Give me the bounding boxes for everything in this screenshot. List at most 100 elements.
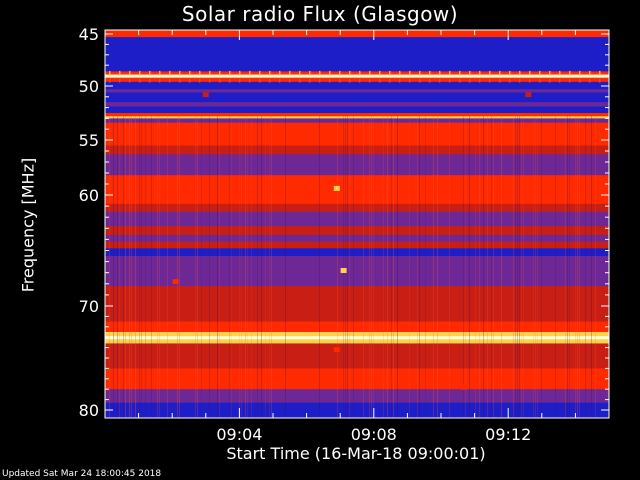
interference-streak: [437, 116, 438, 418]
periodic-spike: [119, 78, 121, 83]
y-axis-label: Frequency [MHz]: [18, 157, 38, 293]
spectral-band: [105, 256, 609, 274]
periodic-spike: [169, 78, 171, 83]
periodic-spike: [479, 70, 481, 76]
periodic-spike: [559, 70, 561, 76]
periodic-spike: [299, 78, 301, 83]
spectral-band: [105, 203, 609, 213]
periodic-spike: [269, 78, 271, 83]
interference-streak: [159, 116, 160, 418]
spectral-band: [105, 71, 609, 76]
spectral-band: [105, 116, 609, 119]
interference-streak: [349, 116, 350, 418]
periodic-spike: [559, 78, 561, 83]
interference-streak: [123, 116, 124, 418]
interference-streak: [577, 116, 578, 418]
spectral-band: [105, 343, 609, 369]
interference-streak: [371, 116, 372, 418]
periodic-spike: [229, 78, 231, 83]
periodic-spike: [549, 78, 551, 83]
spectral-band: [105, 389, 609, 404]
plot-area: [105, 30, 609, 418]
periodic-spike: [279, 78, 281, 83]
spectral-band: [105, 241, 609, 249]
interference-streak: [343, 116, 344, 418]
periodic-spike: [359, 70, 361, 76]
spectral-band: [105, 248, 609, 257]
spectral-band: [105, 92, 609, 103]
periodic-spike: [569, 78, 571, 83]
periodic-spike: [159, 78, 161, 83]
interference-streak: [157, 116, 158, 418]
interference-streak: [131, 116, 132, 418]
interference-streak: [585, 116, 586, 418]
interference-streak: [241, 116, 242, 418]
y-tick-label: 45: [79, 25, 99, 44]
periodic-spike: [499, 70, 501, 76]
interference-streak: [433, 116, 434, 418]
interference-streak: [319, 116, 320, 418]
periodic-spike: [439, 78, 441, 83]
periodic-spike: [249, 70, 251, 76]
interference-streak: [117, 116, 118, 418]
burst-point: [333, 185, 340, 191]
interference-streak: [271, 116, 272, 418]
x-tick-label: 09:04: [216, 425, 262, 444]
periodic-spike: [349, 70, 351, 76]
interference-streak: [179, 116, 180, 418]
periodic-spike: [179, 78, 181, 83]
interference-streak: [195, 116, 196, 418]
periodic-spike: [189, 70, 191, 76]
updated-timestamp: Updated Sat Mar 24 18:00:45 2018: [2, 469, 162, 479]
burst-point: [172, 279, 179, 285]
interference-streak: [269, 116, 270, 418]
interference-streak: [537, 116, 538, 418]
interference-streak: [251, 116, 252, 418]
x-axis-label: Start Time (16-Mar-18 09:00:01): [226, 444, 486, 463]
x-tick-label: 09:08: [351, 425, 397, 444]
interference-streak: [575, 116, 576, 418]
interference-streak: [469, 116, 470, 418]
interference-streak: [265, 116, 266, 418]
interference-streak: [167, 116, 168, 418]
interference-streak: [555, 116, 556, 418]
periodic-spike: [259, 70, 261, 76]
interference-streak: [201, 116, 202, 418]
periodic-spike: [339, 70, 341, 76]
interference-streak: [261, 116, 262, 418]
periodic-spike: [399, 78, 401, 83]
interference-streak: [579, 116, 580, 418]
periodic-spike: [259, 78, 261, 83]
interference-streak: [373, 116, 374, 418]
interference-streak: [151, 116, 152, 418]
periodic-spike: [299, 70, 301, 76]
interference-streak: [209, 116, 210, 418]
spectral-band: [105, 339, 609, 344]
periodic-spike: [319, 70, 321, 76]
spectral-band: [105, 272, 609, 287]
spectral-band: [105, 74, 609, 79]
periodic-spike: [599, 70, 601, 76]
periodic-spike: [539, 78, 541, 83]
interference-streak: [523, 116, 524, 418]
periodic-spike: [569, 70, 571, 76]
interference-streak: [257, 116, 258, 418]
x-tick-label: 09:12: [485, 425, 531, 444]
periodic-spike: [419, 70, 421, 76]
spectral-band: [105, 154, 609, 176]
periodic-spike: [389, 70, 391, 76]
interference-streak: [345, 116, 346, 418]
periodic-spike: [199, 78, 201, 83]
spectral-band: [105, 234, 609, 243]
interference-streak: [515, 116, 516, 418]
periodic-spike: [369, 78, 371, 83]
interference-streak: [465, 116, 466, 418]
periodic-spike: [459, 78, 461, 83]
periodic-spike: [509, 70, 511, 76]
periodic-spike: [439, 70, 441, 76]
periodic-spike: [219, 70, 221, 76]
interference-streak: [463, 116, 464, 418]
axes: 45 50 55 60 70 80 09:04 09:08 09:12: [79, 25, 609, 444]
periodic-spike: [239, 70, 241, 76]
spectral-band: [105, 368, 609, 390]
